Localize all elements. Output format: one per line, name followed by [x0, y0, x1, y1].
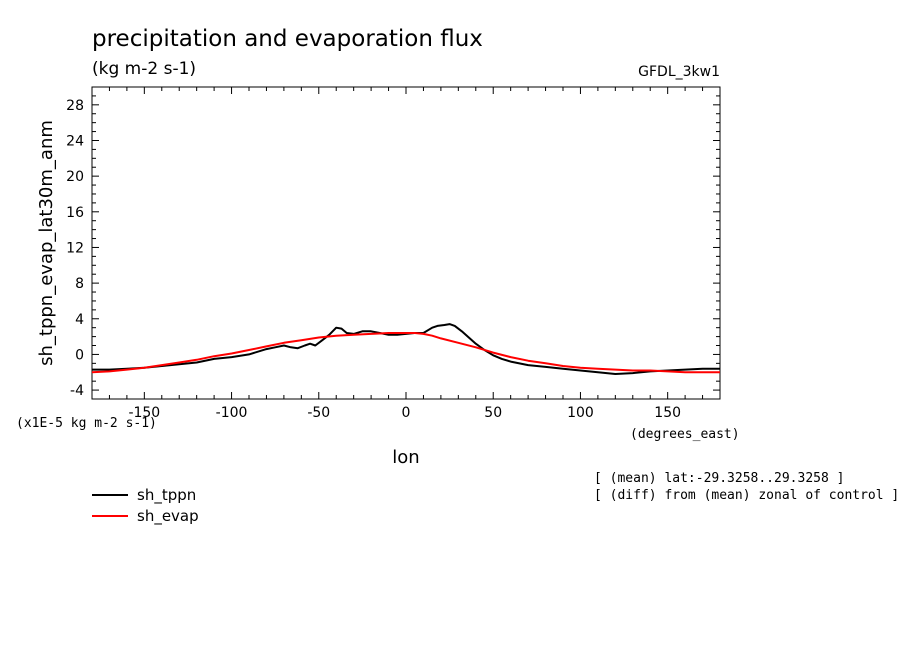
- y-tick-label: 0: [75, 347, 84, 363]
- legend-label-sh-evap: sh_evap: [137, 507, 199, 526]
- plot-frame: [91, 86, 721, 400]
- y-tick-label: 20: [66, 169, 84, 185]
- x-axis-units: (degrees_east): [630, 427, 740, 442]
- y-tick-label: 24: [66, 133, 84, 149]
- note-lat-range: [ (mean) lat:-29.3258..29.3258 ]: [594, 471, 844, 486]
- x-tick-label: -150: [128, 405, 160, 421]
- series-line-sh-tppn: [92, 323, 720, 375]
- x-tick-label: 100: [567, 405, 594, 421]
- x-tick-label: 50: [484, 405, 502, 421]
- series-layer: [91, 323, 720, 375]
- x-tick-label: -100: [216, 405, 248, 421]
- x-tick-label: -50: [307, 405, 330, 421]
- chart-subtitle: (kg m-2 s-1): [92, 59, 196, 79]
- y-axis-units: (x1E-5 kg m-2 s-1): [16, 416, 157, 431]
- y-tick-label: -4: [70, 383, 84, 399]
- model-label: GFDL_3kw1: [638, 64, 720, 80]
- x-tick-label: 150: [654, 405, 681, 421]
- y-tick-label: 4: [75, 312, 84, 328]
- chart-title: precipitation and evaporation flux: [92, 26, 483, 52]
- y-tick-label: 8: [75, 276, 84, 292]
- legend-label-sh-tppn: sh_tppn: [137, 486, 196, 505]
- y-axis-ticks: -4 0 4 8 12 16 20 24 28: [66, 95, 720, 399]
- x-axis-label: lon: [392, 447, 419, 468]
- y-tick-label: 16: [66, 205, 84, 221]
- y-axis-label: sh_tppn_evap_lat30m_anm: [36, 120, 57, 366]
- x-axis-ticks: -150 -100 -50 0 50 100 150: [108, 87, 704, 421]
- note-diff-control: [ (diff) from (mean) zonal of control ]: [594, 488, 899, 503]
- series-line-sh-evap: [91, 332, 720, 374]
- y-tick-label: 12: [66, 240, 84, 256]
- y-tick-label: 28: [66, 98, 84, 114]
- x-tick-label: 0: [402, 405, 411, 421]
